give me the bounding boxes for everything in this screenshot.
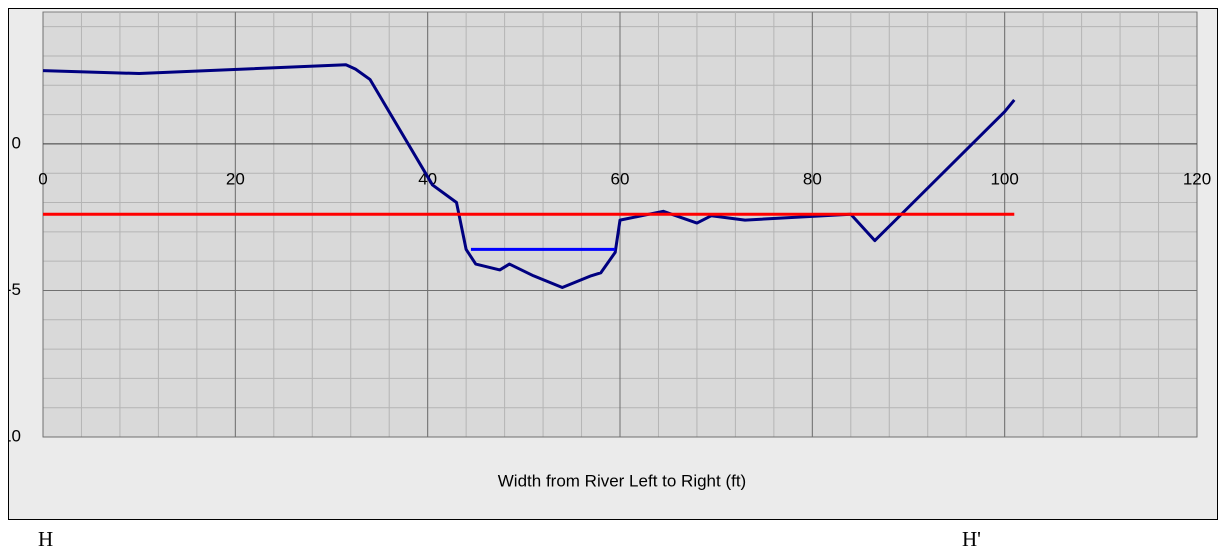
annotation: H	[38, 527, 53, 551]
x-tick-label: 120	[1183, 169, 1211, 188]
y-tick-label: 0	[12, 133, 21, 152]
x-tick-label: 100	[990, 169, 1018, 188]
line	[42, 63, 1016, 290]
x-tick-label: 0	[38, 169, 47, 188]
x-tick-label: 60	[611, 169, 630, 188]
x-tick-label: 20	[226, 169, 245, 188]
x-tick-label: 80	[803, 169, 822, 188]
y-tick-label: -10	[0, 426, 21, 445]
y-tick-label: -5	[6, 280, 21, 299]
annotation: H'	[962, 527, 981, 551]
x-axis-label: Width from River Left to Right (ft)	[498, 471, 746, 490]
